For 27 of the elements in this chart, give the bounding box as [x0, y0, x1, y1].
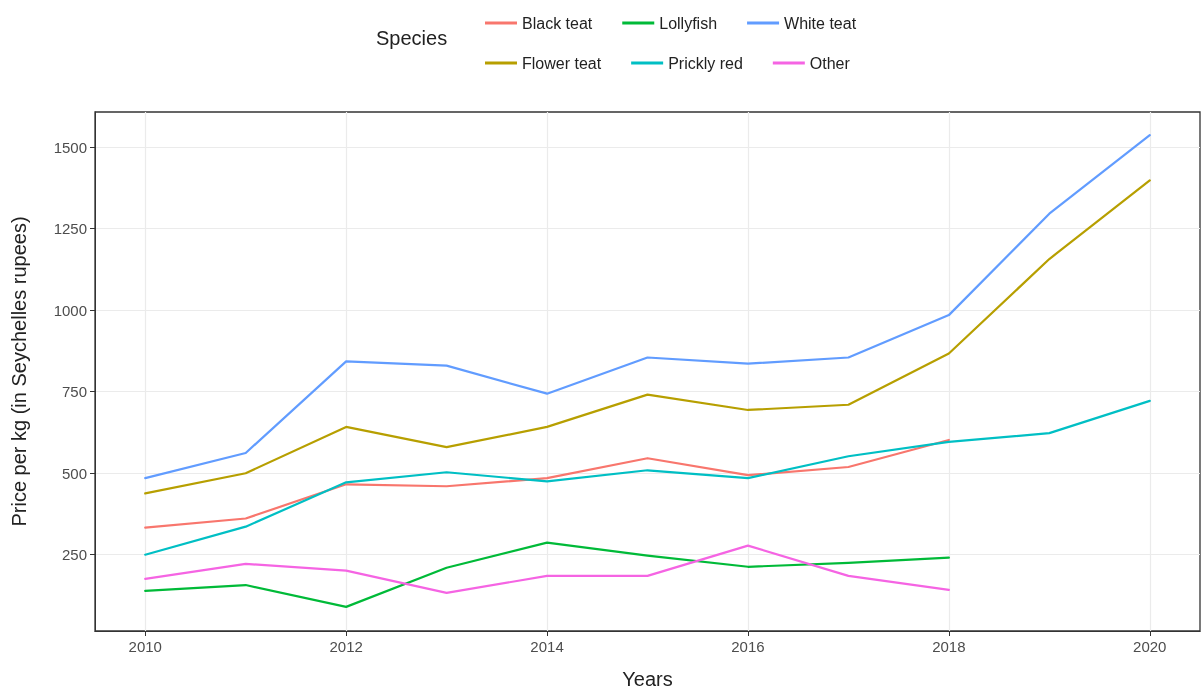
x-tick-label: 2010: [128, 638, 162, 655]
line-series: [144, 544, 950, 594]
y-tick-label: 250: [61, 546, 87, 564]
legend-label: Lollyfish: [659, 14, 718, 32]
line-series: [144, 134, 1151, 480]
x-axis-title: Years: [622, 668, 673, 690]
x-tick-label: 2016: [731, 638, 765, 655]
line-series: [144, 399, 1151, 556]
line-series: [144, 541, 950, 608]
legend-label: White teat: [784, 14, 857, 32]
legend-label: Prickly red: [668, 54, 743, 72]
legend-label: Black teat: [522, 14, 593, 32]
y-tick-label: 1500: [53, 138, 87, 156]
legend-label: Other: [809, 54, 851, 72]
x-tick-label: 2012: [329, 638, 363, 655]
y-axis-title: Price per kg (in Seychelles rupees): [8, 216, 30, 527]
y-tick-label: 750: [61, 383, 87, 401]
x-tick-label: 2018: [932, 638, 966, 655]
line-series: [144, 179, 1151, 495]
legend-label: Flower teat: [522, 54, 602, 72]
y-tick-label: 1250: [53, 220, 87, 238]
legend-title: Species: [376, 27, 448, 49]
x-tick-label: 2020: [1133, 638, 1167, 655]
line-series: [144, 438, 950, 529]
y-tick-label: 500: [61, 464, 87, 482]
x-tick-label: 2014: [530, 638, 564, 655]
y-tick-label: 1000: [53, 301, 87, 319]
